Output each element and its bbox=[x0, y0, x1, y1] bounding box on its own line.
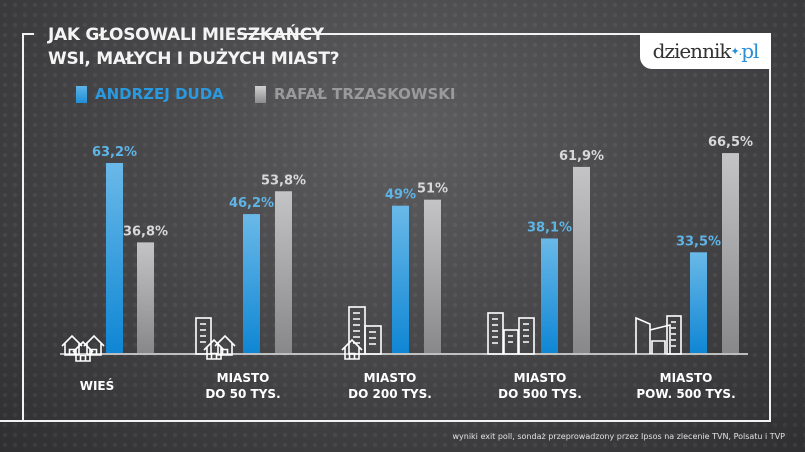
legend-swatch-duda bbox=[76, 85, 87, 103]
category-label-line: MIASTO bbox=[659, 371, 713, 385]
data-label: 38,1% bbox=[527, 220, 572, 235]
legend-swatch-trzaskowski bbox=[255, 85, 266, 103]
logo-text: dziennik bbox=[652, 39, 732, 63]
trzaskowski-bar bbox=[275, 191, 292, 353]
legend-label-trzaskowski: RAFAŁ TRZASKOWSKI bbox=[274, 85, 456, 103]
data-label: 49% bbox=[385, 188, 416, 203]
legend-label-duda: ANDRZEJ DUDA bbox=[95, 85, 224, 103]
title-line-2: WSI, MAŁYCH I DUŻYCH MIAST? bbox=[48, 49, 340, 69]
category-label: MIASTO DO 50 TYS. bbox=[173, 370, 313, 402]
category-label: MIASTO DO 500 TYS. bbox=[470, 370, 610, 402]
houses-icon bbox=[61, 334, 105, 362]
duda-bar bbox=[106, 163, 123, 353]
data-label: 63,2% bbox=[92, 145, 137, 160]
trzaskowski-bar bbox=[722, 153, 739, 353]
category-label-line: MIASTO bbox=[513, 371, 567, 385]
frame-right bbox=[769, 33, 771, 422]
data-label: 36,8% bbox=[123, 224, 168, 239]
category-label-line: POW. 500 TYS. bbox=[636, 387, 736, 401]
category-label-line: DO 200 TYS. bbox=[348, 387, 432, 401]
legend-duda: ANDRZEJ DUDA bbox=[76, 85, 224, 103]
chart-title: JAK GŁOSOWALI MIESZKAŃCY WSI, MAŁYCH I D… bbox=[48, 23, 339, 71]
legend-trzaskowski: RAFAŁ TRZASKOWSKI bbox=[255, 85, 455, 103]
category-label: MIASTO POW. 500 TYS. bbox=[616, 370, 756, 402]
dziennik-logo[interactable]: dziennik ✦. pl bbox=[640, 33, 771, 69]
data-label: 61,9% bbox=[559, 149, 604, 164]
duda-bar bbox=[541, 238, 558, 353]
data-label: 46,2% bbox=[229, 196, 274, 211]
category-label-line: MIASTO bbox=[216, 371, 270, 385]
data-label: 51% bbox=[417, 182, 448, 197]
metropolis-icon bbox=[635, 315, 682, 355]
frame-top-right bbox=[238, 33, 771, 35]
data-label: 33,5% bbox=[676, 234, 721, 249]
data-label: 53,8% bbox=[261, 173, 306, 188]
trzaskowski-bar bbox=[424, 199, 441, 353]
category-label: WIEŚ bbox=[27, 378, 167, 394]
duda-bar bbox=[243, 214, 260, 353]
trzaskowski-bar bbox=[137, 242, 154, 353]
category-label-line: DO 500 TYS. bbox=[498, 387, 582, 401]
duda-bar bbox=[392, 205, 409, 353]
logo-suffix: pl bbox=[741, 39, 759, 63]
category-label: MIASTO DO 200 TYS. bbox=[320, 370, 460, 402]
trzaskowski-bar bbox=[573, 166, 590, 353]
category-label-line: WIEŚ bbox=[79, 379, 115, 393]
frame-bottom bbox=[0, 420, 771, 422]
data-label: 66,5% bbox=[708, 135, 753, 150]
footnote: wyniki exit poll, sondaż przeprowadzony … bbox=[452, 432, 785, 441]
duda-bar bbox=[690, 252, 707, 353]
town-icon bbox=[341, 306, 382, 360]
category-label-line: MIASTO bbox=[363, 371, 417, 385]
small-town-icon bbox=[195, 317, 236, 360]
frame-top-left bbox=[22, 33, 34, 35]
title-line-1: JAK GŁOSOWALI MIESZKAŃCY bbox=[48, 25, 324, 45]
frame-left bbox=[22, 33, 24, 422]
category-label-line: DO 50 TYS. bbox=[205, 387, 281, 401]
city-icon bbox=[487, 312, 535, 355]
